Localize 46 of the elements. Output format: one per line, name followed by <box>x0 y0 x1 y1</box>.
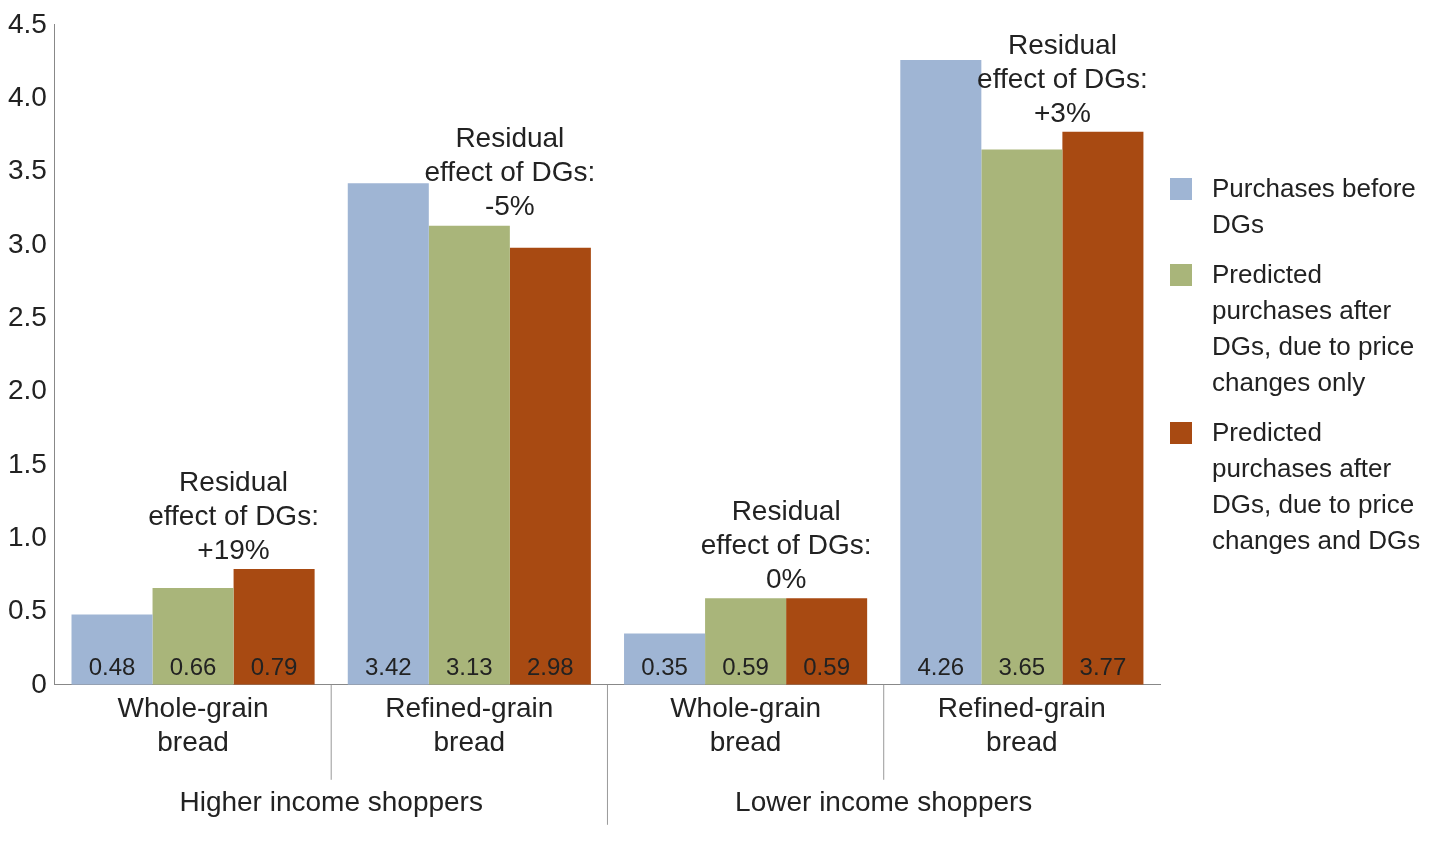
bar <box>71 614 153 685</box>
x-tick-label: Refined-grain bread <box>385 692 554 757</box>
annotation: Residual effect of DGs: +3% <box>977 28 1148 128</box>
data-label: 3.42 <box>364 653 412 681</box>
data-label: 0.59 <box>722 653 769 681</box>
y-tick-label: 0 <box>31 667 47 699</box>
bar <box>347 183 429 685</box>
y-tick-label: 4.0 <box>7 80 47 112</box>
data-label: 0.79 <box>250 653 298 681</box>
data-label: 4.26 <box>917 653 965 681</box>
x-tick-label: Refined-grain bread <box>937 692 1106 757</box>
y-tick-label: 1.0 <box>7 520 47 552</box>
bar <box>786 598 868 685</box>
y-tick-label: 3.5 <box>7 154 47 186</box>
legend-label: Predicted purchases after DGs, due to price changes and DGs <box>1212 416 1422 557</box>
data-label: 0.59 <box>803 653 850 681</box>
text: Higher income shoppers <box>179 785 483 817</box>
data-label: 3.65 <box>998 653 1046 681</box>
data-label: 0.66 <box>169 653 217 681</box>
data-label: 3.77 <box>1079 653 1127 681</box>
x-tick-label: Whole-grain bread <box>670 692 822 757</box>
legend-label: Purchases before DGs <box>1212 172 1417 241</box>
bar <box>705 598 787 685</box>
bar <box>428 225 510 685</box>
y-tick-label: 2.0 <box>7 374 47 406</box>
bar <box>233 568 315 685</box>
bar <box>624 633 706 685</box>
text: Lower income shoppers <box>735 785 1033 817</box>
y-tick-label: 0.5 <box>7 594 47 626</box>
y-tick-label: 3.0 <box>7 227 47 259</box>
y-tick-label: 1.5 <box>7 447 47 479</box>
annotation: Residual effect of DGs: +19% <box>148 465 319 565</box>
bar <box>1062 131 1144 685</box>
data-label: 0.35 <box>641 653 688 681</box>
annotation: Residual effect of DGs: 0% <box>700 494 872 594</box>
bar <box>152 588 234 685</box>
data-label: 2.98 <box>527 653 574 681</box>
legend-label: Predicted purchases after DGs, due to price changes only <box>1212 258 1416 399</box>
y-tick-label: 4.5 <box>7 7 47 39</box>
bar <box>981 149 1063 685</box>
y-tick-label: 2.5 <box>7 300 47 332</box>
x-tick-label: Whole-grain bread <box>117 692 269 757</box>
data-label: 0.48 <box>88 653 136 681</box>
bar <box>509 247 591 685</box>
data-label: 3.13 <box>445 653 493 681</box>
annotation: Residual effect of DGs: -5% <box>424 122 596 222</box>
